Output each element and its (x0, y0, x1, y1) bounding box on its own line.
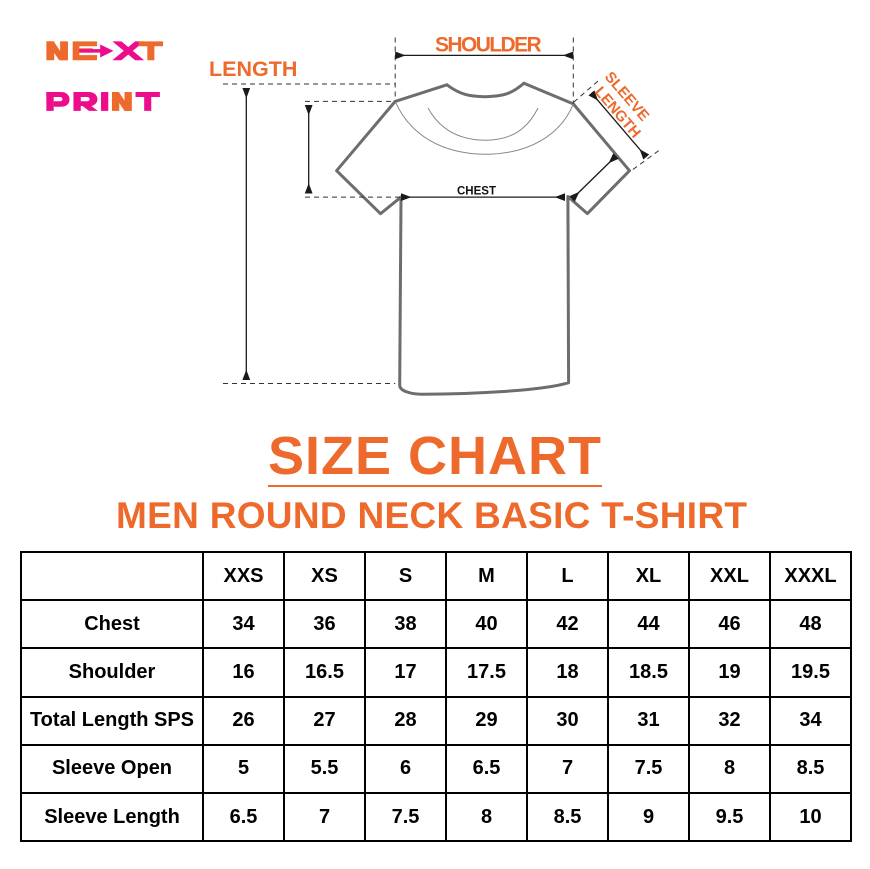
svg-text:LENGTH: LENGTH (209, 57, 297, 81)
svg-text:SHOULDER: SHOULDER (435, 34, 541, 57)
svg-text:CHEST: CHEST (457, 186, 496, 198)
